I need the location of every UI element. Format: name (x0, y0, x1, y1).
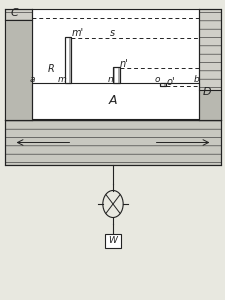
Text: W: W (108, 236, 117, 245)
Text: o: o (154, 75, 159, 84)
Text: A: A (108, 94, 117, 107)
Text: s: s (109, 28, 114, 38)
Bar (198, 9, 220, 120)
Text: m: m (58, 75, 66, 84)
Text: a: a (30, 75, 35, 84)
Bar (113, 68, 115, 82)
Text: C: C (11, 8, 18, 19)
Text: b: b (193, 75, 199, 84)
Bar (64, 38, 71, 82)
Bar (113, 68, 119, 82)
Bar (32, 9, 198, 120)
Text: n: n (107, 75, 113, 84)
Text: R: R (47, 64, 54, 74)
Bar (159, 82, 165, 85)
Bar (113, 68, 119, 82)
Bar (32, 82, 198, 118)
Bar (4, 120, 220, 165)
Bar (105, 234, 120, 247)
Text: D: D (202, 86, 210, 97)
Bar (117, 68, 119, 82)
Text: n': n' (119, 58, 128, 69)
Bar (159, 82, 165, 85)
Bar (4, 9, 32, 120)
Text: o': o' (165, 76, 174, 87)
Bar (198, 90, 220, 120)
Bar (4, 20, 32, 120)
Bar (163, 82, 165, 85)
Bar (64, 38, 66, 82)
Text: m': m' (71, 28, 83, 38)
Bar (159, 82, 161, 85)
Bar (64, 38, 71, 82)
Bar (69, 38, 71, 82)
